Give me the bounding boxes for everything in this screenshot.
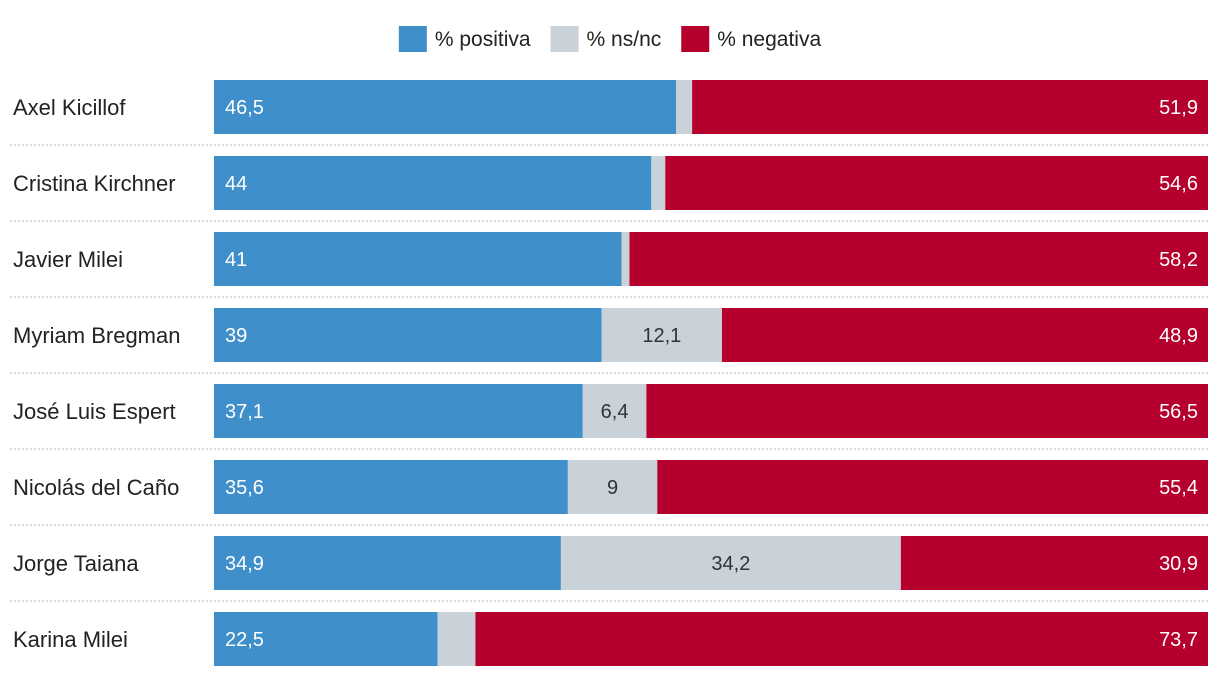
legend-label: % negativa: [717, 28, 821, 51]
data-label: 46,5: [225, 97, 264, 119]
bar-segment: [567, 460, 658, 514]
bar-segment: [721, 308, 1208, 362]
bar-row: Cristina Kirchner 44 54,6: [10, 156, 1208, 222]
data-label: 34,9: [225, 553, 264, 575]
bar-segment: [900, 536, 1208, 590]
data-label: 44: [225, 173, 247, 195]
category-label: Nicolás del Caño: [13, 475, 179, 500]
data-label: 41: [225, 249, 247, 271]
data-label: 73,7: [1159, 629, 1198, 651]
data-label: 51,9: [1159, 97, 1198, 119]
data-label: 55,4: [1159, 477, 1198, 499]
bar-segment: [651, 156, 666, 210]
legend-item: % negativa: [681, 26, 821, 52]
bar-row: Axel Kicillof 46,5 51,9: [10, 80, 1208, 146]
bar-segment: [560, 536, 901, 590]
bar-segment: [214, 384, 583, 438]
bar-row: Karina Milei 22,5 73,7: [13, 612, 1208, 666]
bar-segment: [214, 308, 602, 362]
bar-segment: [475, 612, 1208, 666]
data-label: 9: [607, 477, 618, 499]
bar-segment: [646, 384, 1208, 438]
data-label: 58,2: [1159, 249, 1198, 271]
category-label: Axel Kicillof: [13, 95, 126, 120]
bar-row: José Luis Espert 37,1 6,4 56,5: [10, 384, 1208, 450]
bar-row: Jorge Taiana 34,9 34,2 30,9: [10, 536, 1208, 602]
bar-segment: [621, 232, 630, 286]
data-label: 6,4: [601, 401, 629, 423]
data-label: 48,9: [1159, 325, 1198, 347]
legend-swatch: [681, 26, 710, 52]
legend-swatch: [550, 26, 579, 52]
legend-swatch: [398, 26, 427, 52]
bar-row: Nicolás del Caño 35,6 9 55,4: [10, 460, 1208, 526]
bar-segment: [629, 232, 1208, 286]
data-label: 39: [225, 325, 247, 347]
category-label: Cristina Kirchner: [13, 171, 176, 196]
category-label: Karina Milei: [13, 627, 128, 652]
legend-item: % ns/nc: [550, 26, 662, 52]
bar-segment: [437, 612, 476, 666]
bar-segment: [214, 232, 622, 286]
bar-segment: [676, 80, 693, 134]
legend-label: % positiva: [435, 28, 531, 51]
bar-row: Myriam Bregman 39 12,1 48,9: [10, 308, 1208, 374]
data-label: 22,5: [225, 629, 264, 651]
legend-item: % positiva: [398, 26, 531, 52]
legend: % positiva % ns/nc % negativa: [398, 26, 821, 52]
data-label: 12,1: [642, 325, 681, 347]
bar-segment: [214, 80, 677, 134]
category-label: Javier Milei: [13, 247, 123, 272]
category-label: Jorge Taiana: [13, 551, 139, 576]
bar-segment: [657, 460, 1208, 514]
bar-segment: [214, 536, 561, 590]
bar-segment: [692, 80, 1208, 134]
data-label: 37,1: [225, 401, 264, 423]
legend-label: % ns/nc: [587, 28, 662, 51]
bar-segment: [582, 384, 647, 438]
bar-segment: [601, 308, 722, 362]
category-label: Myriam Bregman: [13, 323, 180, 348]
data-label: 56,5: [1159, 401, 1198, 423]
data-label: 30,9: [1159, 553, 1198, 575]
bar-segment: [665, 156, 1208, 210]
bar-row: Javier Milei 41 58,2: [10, 232, 1208, 298]
bar-segment: [214, 460, 568, 514]
data-label: 34,2: [711, 553, 750, 575]
data-label: 54,6: [1159, 173, 1198, 195]
category-label: José Luis Espert: [13, 399, 176, 424]
bar-segment: [214, 156, 652, 210]
bar-segment: [214, 612, 438, 666]
data-label: 35,6: [225, 477, 264, 499]
